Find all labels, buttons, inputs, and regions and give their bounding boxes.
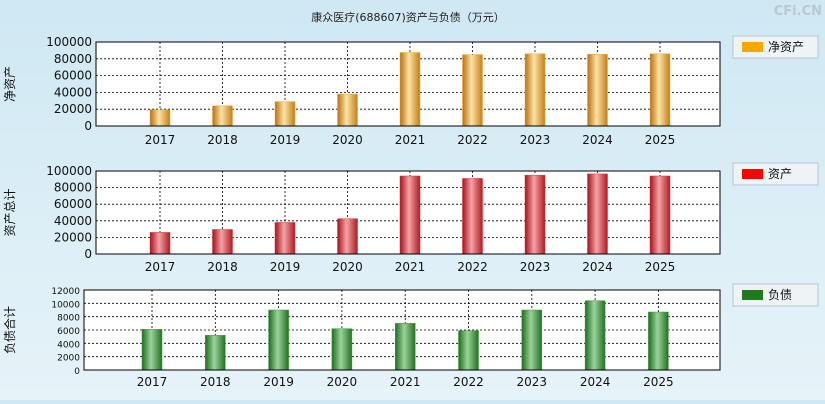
x-tick-label: 2019 xyxy=(263,375,294,389)
x-tick-label: 2021 xyxy=(395,133,426,147)
x-tick-label: 2025 xyxy=(645,260,676,274)
x-tick-label: 2017 xyxy=(137,375,168,389)
y-tick-label: 8000 xyxy=(57,314,80,324)
bar-2021 xyxy=(399,175,421,255)
legend-label: 负债 xyxy=(768,288,792,302)
bar-2018 xyxy=(212,105,233,127)
x-tick-label: 2018 xyxy=(207,133,238,147)
y-tick-label: 60000 xyxy=(54,69,92,83)
y-tick-label: 0 xyxy=(84,247,92,261)
bar-2018 xyxy=(205,335,226,371)
y-axis-label: 负债合计 xyxy=(2,306,17,354)
x-tick-label: 2022 xyxy=(453,375,484,389)
bar-2021 xyxy=(394,323,416,371)
legend-swatch xyxy=(742,290,763,300)
watermark: CFi.CN xyxy=(774,4,822,19)
bar-2017 xyxy=(149,109,171,127)
y-tick-label: 40000 xyxy=(54,214,92,228)
y-tick-label: 20000 xyxy=(54,102,92,116)
x-tick-label: 2021 xyxy=(395,260,426,274)
x-tick-label: 2022 xyxy=(457,133,488,147)
x-tick-label: 2020 xyxy=(332,133,363,147)
bar-2020 xyxy=(337,218,358,255)
x-tick-label: 2023 xyxy=(520,260,551,274)
panel-2: 0 20000 40000 60000 80000 100000 2017 2018 2019 2… xyxy=(3,162,819,274)
bar-2025 xyxy=(648,311,669,371)
plot-border xyxy=(95,41,721,127)
y-tick-label: 6000 xyxy=(57,327,80,337)
bar-2023 xyxy=(521,309,543,371)
bar-2017 xyxy=(149,232,171,255)
plot-border xyxy=(95,170,721,255)
y-tick-label: 2000 xyxy=(57,354,80,364)
legend-label: 资产 xyxy=(768,167,792,181)
bar-2025 xyxy=(649,53,671,127)
y-tick-label: 0 xyxy=(74,367,80,377)
legend: 负债 xyxy=(732,283,819,307)
bar-2024 xyxy=(584,300,606,371)
bar-2023 xyxy=(524,53,546,127)
x-tick-label: 2024 xyxy=(580,375,611,389)
legend-box xyxy=(732,35,819,59)
y-tick-label: 100000 xyxy=(46,164,92,178)
bar-2025 xyxy=(649,175,671,255)
x-tick-label: 2017 xyxy=(145,260,176,274)
bar-2020 xyxy=(331,328,353,371)
y-tick-label: 4000 xyxy=(57,340,80,350)
y-tick-label: 80000 xyxy=(54,181,92,195)
legend: 净资产 xyxy=(732,35,819,59)
y-tick-label: 100000 xyxy=(46,35,92,49)
y-axis-label: 净资产 xyxy=(3,66,17,102)
x-tick-label: 2024 xyxy=(582,260,613,274)
x-tick-label: 2025 xyxy=(645,133,676,147)
x-tick-label: 2018 xyxy=(200,375,231,389)
bar-2018 xyxy=(212,229,233,255)
legend-box xyxy=(732,283,819,307)
legend-swatch xyxy=(742,169,763,179)
bar-2023 xyxy=(524,174,546,255)
y-tick-label: 0 xyxy=(84,119,92,133)
y-tick-label: 40000 xyxy=(54,85,92,99)
bar-2017 xyxy=(141,329,163,371)
y-axis-label: 资产总计 xyxy=(3,188,17,236)
y-tick-label: 80000 xyxy=(54,52,92,66)
legend: 资产 xyxy=(732,162,819,186)
panel-1: 0 20000 40000 60000 80000 100000 2017 2018 2019 2… xyxy=(3,35,819,147)
x-tick-label: 2020 xyxy=(332,260,363,274)
bar-2019 xyxy=(268,309,289,371)
bar-2022 xyxy=(458,330,479,371)
bar-2020 xyxy=(337,93,358,127)
x-tick-label: 2023 xyxy=(520,133,551,147)
plot-border xyxy=(83,289,721,371)
chart-title: 康众医疗(688607)资产与负债（万元） xyxy=(311,10,505,24)
x-tick-label: 2019 xyxy=(270,260,301,274)
x-tick-label: 2019 xyxy=(270,133,301,147)
x-tick-label: 2024 xyxy=(582,133,613,147)
y-tick-label: 12000 xyxy=(51,287,80,297)
y-tick-label: 10000 xyxy=(51,300,80,310)
bar-2022 xyxy=(462,178,483,255)
x-tick-label: 2023 xyxy=(517,375,548,389)
x-tick-label: 2022 xyxy=(457,260,488,274)
bar-2024 xyxy=(587,173,608,255)
bar-2019 xyxy=(274,101,296,127)
x-tick-label: 2020 xyxy=(327,375,358,389)
panel-3: 0 2000 4000 6000 8000 10000 12000 2017 2018 2019 2… xyxy=(2,283,819,389)
y-tick-label: 20000 xyxy=(54,230,92,244)
y-tick-label: 60000 xyxy=(54,197,92,211)
bar-2022 xyxy=(462,54,483,127)
bar-2019 xyxy=(274,222,296,255)
x-tick-label: 2021 xyxy=(390,375,421,389)
x-tick-label: 2018 xyxy=(207,260,238,274)
legend-swatch xyxy=(742,42,763,52)
x-tick-label: 2017 xyxy=(145,133,176,147)
legend-label: 净资产 xyxy=(768,40,804,54)
x-tick-label: 2025 xyxy=(643,375,674,389)
bar-2024 xyxy=(587,53,608,127)
legend-box xyxy=(732,162,819,186)
bar-2021 xyxy=(399,52,421,127)
